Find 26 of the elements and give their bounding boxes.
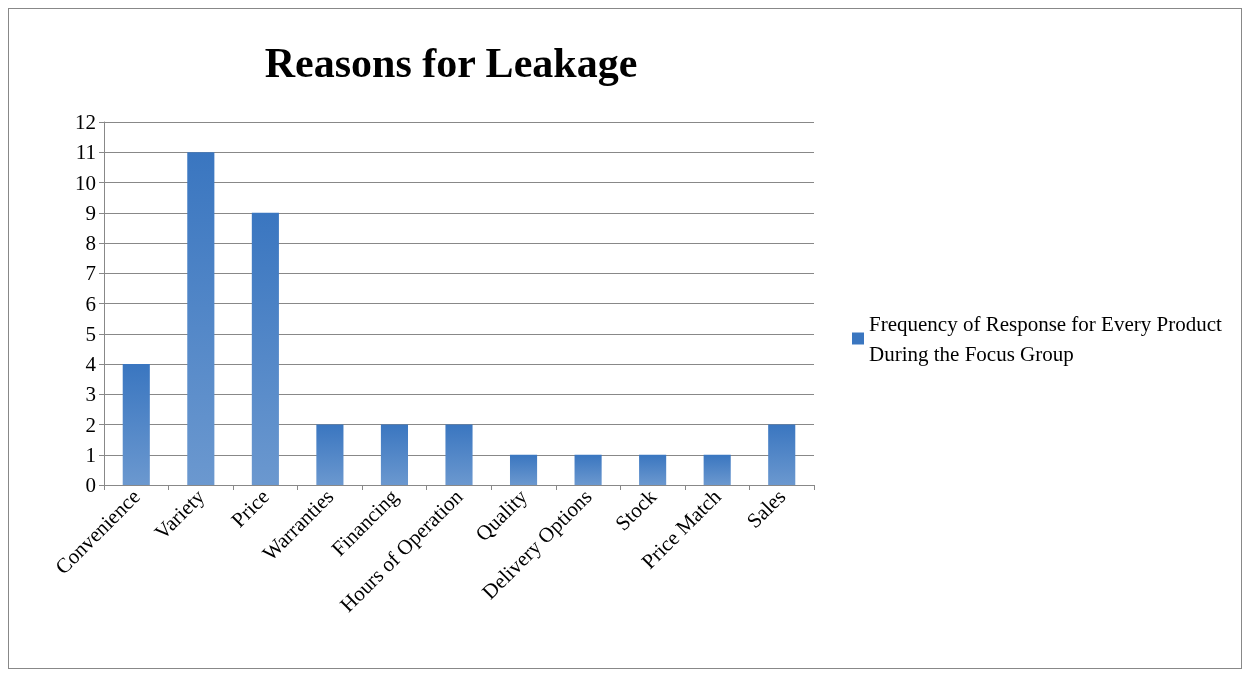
bar bbox=[445, 424, 473, 485]
bar bbox=[574, 454, 602, 485]
bar bbox=[639, 454, 667, 485]
bar bbox=[509, 454, 538, 485]
y-tick-label: 1 bbox=[85, 442, 96, 467]
bar bbox=[768, 424, 796, 485]
legend-label: Frequency of Response for Every Product During the Focus Group bbox=[869, 311, 1228, 366]
bar bbox=[703, 454, 731, 485]
y-tick-label: 0 bbox=[85, 473, 96, 497]
y-tick-label: 5 bbox=[85, 321, 96, 346]
y-tick-label: 3 bbox=[85, 382, 96, 407]
bar bbox=[122, 364, 150, 485]
bar bbox=[251, 212, 279, 485]
y-tick-label: 8 bbox=[85, 231, 96, 255]
bar bbox=[316, 424, 344, 485]
bar bbox=[380, 424, 409, 485]
bar bbox=[187, 152, 215, 485]
y-tick-label: 10 bbox=[75, 170, 96, 195]
y-tick-label: 11 bbox=[75, 140, 96, 165]
y-tick-label: 6 bbox=[85, 291, 96, 316]
y-tick-label: 12 bbox=[75, 110, 96, 134]
y-tick-label: 4 bbox=[85, 352, 97, 376]
y-tick-label: 9 bbox=[85, 200, 96, 225]
y-tick-label: 2 bbox=[85, 412, 96, 437]
y-tick-label: 7 bbox=[85, 261, 96, 286]
chart-title: Reasons for Leakage bbox=[264, 40, 638, 86]
